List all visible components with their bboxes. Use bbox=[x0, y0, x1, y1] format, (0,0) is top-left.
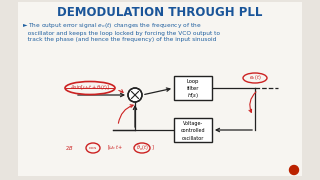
Circle shape bbox=[128, 88, 142, 102]
Bar bbox=[174, 118, 212, 142]
Bar bbox=[174, 76, 212, 100]
Text: Voltage-
controlled: Voltage- controlled bbox=[181, 121, 205, 133]
Text: $]$: $]$ bbox=[151, 144, 155, 152]
Text: $[\omega_c t +$: $[\omega_c t +$ bbox=[107, 144, 124, 152]
Text: oscillator: oscillator bbox=[182, 136, 204, 141]
Text: track the phase (and hence the frequency) of the input sinusoid: track the phase (and hence the frequency… bbox=[22, 37, 216, 42]
Text: $\cos$: $\cos$ bbox=[88, 145, 98, 151]
Text: DEMODULATION THROUGH PLL: DEMODULATION THROUGH PLL bbox=[57, 6, 263, 19]
Text: $H(s)$: $H(s)$ bbox=[187, 91, 199, 100]
Text: ► The output error signal $e_o(t)$ changes the frequency of the: ► The output error signal $e_o(t)$ chang… bbox=[22, 21, 202, 30]
FancyBboxPatch shape bbox=[18, 2, 302, 176]
Text: $\hat{\theta}_o(t)$: $\hat{\theta}_o(t)$ bbox=[136, 143, 148, 153]
Circle shape bbox=[290, 165, 299, 174]
Text: oscillator and keeps the loop locked by forcing the VCO output to: oscillator and keeps the loop locked by … bbox=[22, 30, 220, 35]
Text: $2B$: $2B$ bbox=[65, 144, 74, 152]
Text: Loop
filter: Loop filter bbox=[187, 79, 199, 91]
Text: $A\sin[\omega_c t+\theta_i(t)]$: $A\sin[\omega_c t+\theta_i(t)]$ bbox=[70, 84, 110, 93]
Text: $e_o(t)$: $e_o(t)$ bbox=[249, 73, 261, 82]
